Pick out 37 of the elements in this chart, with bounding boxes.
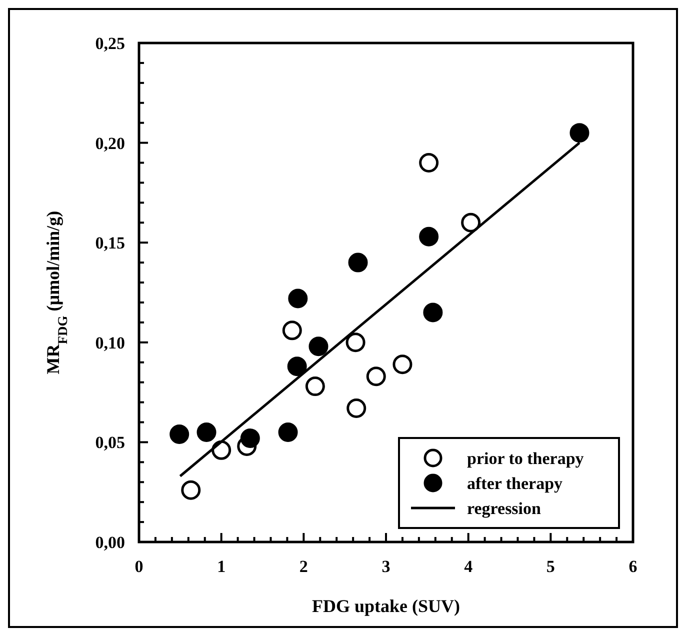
- x-tick-label: 1: [217, 557, 226, 576]
- point: [181, 480, 201, 500]
- y-tick-label: 0,25: [95, 34, 125, 53]
- point: [419, 226, 439, 246]
- legend-label: regression: [467, 499, 542, 518]
- point: [419, 153, 439, 173]
- x-tick-label: 4: [464, 557, 474, 576]
- point: [346, 398, 366, 418]
- legend-label: prior to therapy: [467, 449, 584, 468]
- point: [278, 422, 298, 442]
- x-tick-label: 3: [382, 557, 390, 576]
- y-tick-label: 0,00: [95, 533, 125, 552]
- x-tick-label: 5: [546, 557, 555, 576]
- point: [348, 252, 368, 272]
- legend-label: after therapy: [467, 474, 564, 493]
- point: [366, 366, 386, 386]
- y-tick-label: 0,05: [95, 433, 125, 452]
- y-tick-label: 0,10: [95, 333, 125, 352]
- point: [282, 320, 302, 340]
- point: [423, 302, 443, 322]
- x-axis-title: FDG uptake (SUV): [312, 596, 460, 616]
- point: [392, 354, 412, 374]
- y-tick-label: 0,20: [95, 134, 125, 153]
- point: [308, 336, 328, 356]
- point: [287, 356, 307, 376]
- point: [461, 212, 481, 232]
- point: [288, 288, 308, 308]
- point: [346, 332, 366, 352]
- point: [170, 424, 190, 444]
- y-tick-label: 0,15: [95, 234, 125, 253]
- point: [196, 422, 216, 442]
- x-tick-label: 2: [299, 557, 308, 576]
- x-tick-label: 0: [134, 557, 144, 576]
- x-tick-label: 6: [628, 557, 638, 576]
- point: [570, 123, 590, 143]
- point: [305, 376, 325, 396]
- point: [240, 428, 260, 448]
